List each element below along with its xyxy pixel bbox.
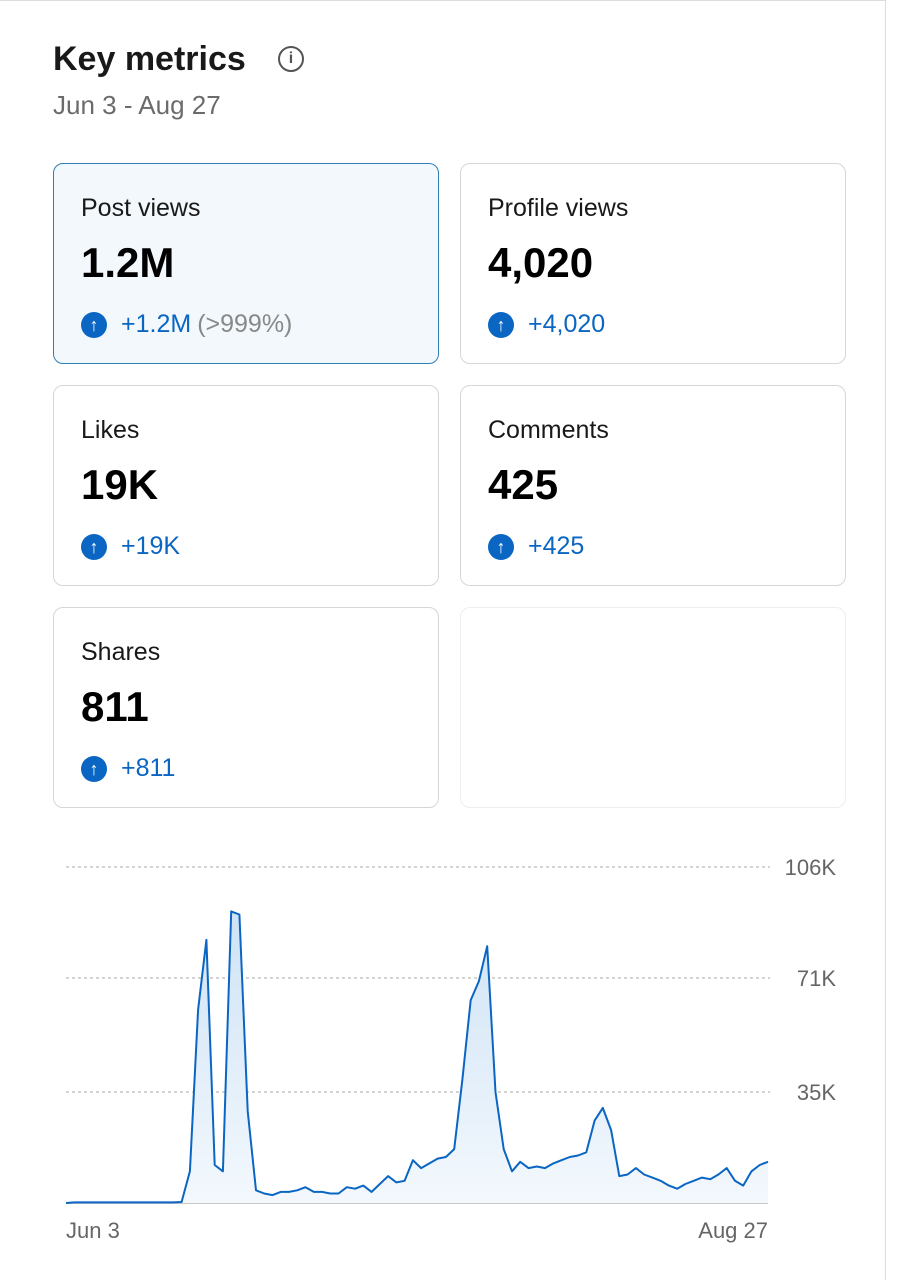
metric-value: 4,020 [488, 239, 594, 286]
change-value: +1.2M [121, 310, 192, 338]
x-tick-label: Aug 27 [698, 1218, 768, 1243]
metric-label: Comments [488, 416, 609, 444]
up-icon: ↑ [488, 533, 514, 560]
line [65, 910, 769, 1204]
metric-change: ↑ +1.2M (>999%) [81, 310, 292, 339]
y-tick-label: 35K [797, 1080, 836, 1105]
title: Key metrics [53, 40, 246, 78]
up-icon: ↑ [81, 755, 107, 782]
y-tick-label: 71K [797, 966, 836, 991]
metric-label: Shares [81, 638, 161, 666]
metric-change: ↑ +425 [488, 532, 584, 561]
x-tick-label: Jun 3 [66, 1218, 120, 1243]
metric-label: Likes [81, 416, 140, 444]
metric-value: 1.2M [81, 239, 175, 286]
metric-card[interactable]: Likes 19K ↑ +19K [53, 385, 439, 586]
metric-label: Profile views [488, 194, 629, 222]
metric-card[interactable]: Shares 811 ↑ +811 [53, 607, 439, 808]
info-icon[interactable]: i [278, 46, 304, 72]
metric-card[interactable]: Post views 1.2M ↑ +1.2M (>999%) [53, 163, 439, 364]
metric-change: ↑ +4,020 [488, 310, 605, 339]
panel-top [0, 0, 886, 1]
empty-card [460, 607, 846, 808]
metric-card[interactable]: Profile views 4,020 ↑ +4,020 [460, 163, 846, 364]
y-tick-label: 106K [785, 855, 837, 880]
metric-card[interactable]: Comments 425 ↑ +425 [460, 385, 846, 586]
metric-value: 425 [488, 461, 559, 508]
subtitle: Jun 3 - Aug 27 [53, 90, 221, 120]
metric-label: Post views [81, 194, 201, 222]
up-icon: ↑ [81, 533, 107, 560]
metric-change: ↑ +811 [81, 754, 175, 783]
metric-value: 19K [81, 461, 159, 508]
up-icon: ↑ [81, 311, 107, 338]
change-value: +811 [121, 754, 176, 782]
change-percent: (>999%) [197, 310, 293, 338]
panel-edge [885, 0, 886, 1280]
change-value: +4,020 [528, 310, 606, 338]
metric-value: 811 [81, 683, 149, 730]
change-value: +19K [121, 532, 181, 560]
metric-change: ↑ +19K [81, 532, 180, 561]
change-value: +425 [528, 532, 585, 560]
up-icon: ↑ [488, 311, 514, 338]
area [66, 911, 768, 1203]
